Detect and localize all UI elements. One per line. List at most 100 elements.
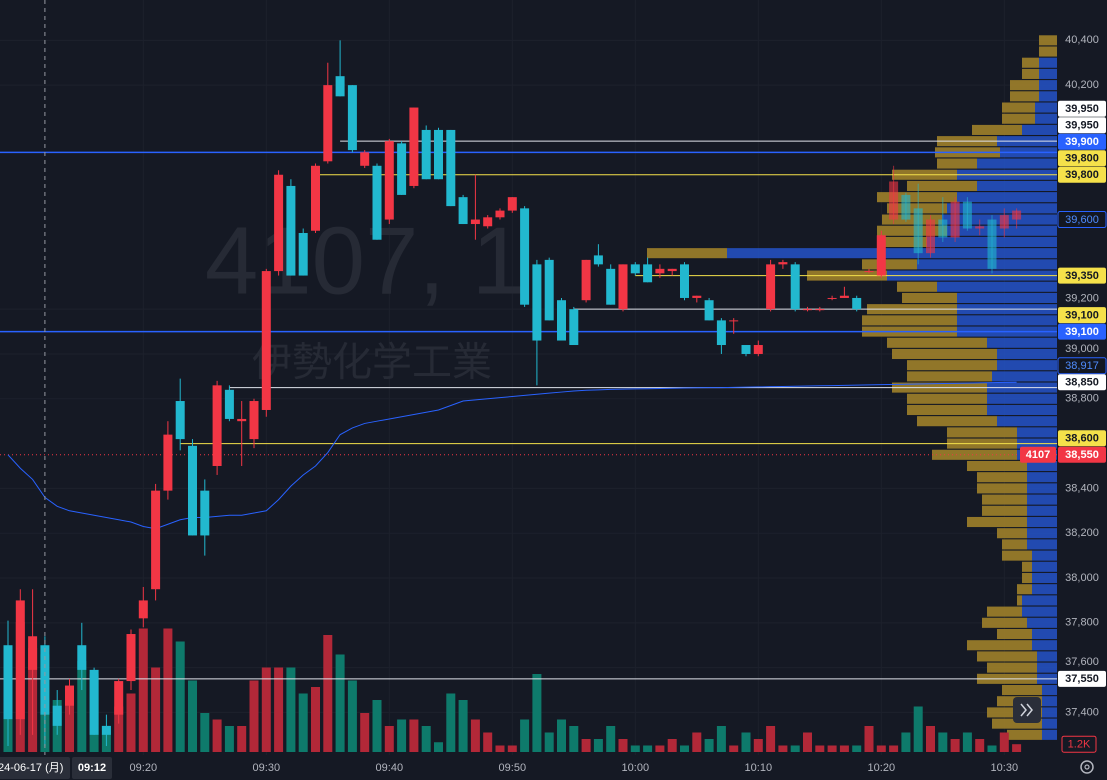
level-label-box <box>1058 374 1106 391</box>
candle-body <box>864 271 874 273</box>
candle-body <box>175 401 185 440</box>
vwap-line <box>7 381 1017 530</box>
volume-bar <box>65 687 74 752</box>
level-label-box <box>1057 357 1107 375</box>
profile-sell <box>982 617 1027 628</box>
profile-buy <box>997 348 1057 360</box>
candle-body <box>815 309 825 311</box>
candles <box>3 40 1022 747</box>
volume-bar <box>815 745 825 752</box>
profile-buy <box>1039 80 1057 91</box>
profile-sell <box>992 718 1042 729</box>
level-label: 37,550 <box>1065 673 1099 685</box>
profile-sell <box>937 158 977 169</box>
volume-bar <box>901 732 911 752</box>
scroll-button-bg[interactable] <box>1013 697 1041 723</box>
profile-sell <box>1017 595 1022 606</box>
candle-body <box>77 645 87 670</box>
candle-body <box>470 219 480 225</box>
settings-button[interactable] <box>1080 760 1094 774</box>
profile-buy <box>947 203 1057 214</box>
profile-sell <box>907 404 987 416</box>
profile-buy <box>1032 550 1057 561</box>
volume-bar <box>151 667 161 752</box>
profile-sell <box>877 225 947 236</box>
volume-bar <box>409 719 419 752</box>
candle-body <box>434 129 443 180</box>
settings-icon[interactable] <box>1080 760 1094 774</box>
y-tick-label: 37,400 <box>1065 706 1099 718</box>
volume-bar <box>335 654 345 752</box>
volume-bar <box>397 719 407 752</box>
profile-buy <box>957 315 1057 326</box>
profile-sell <box>967 460 1027 472</box>
candle-body <box>667 268 677 272</box>
profile-buy <box>1027 472 1057 483</box>
level-label: 39,950 <box>1065 103 1099 115</box>
candle-body <box>3 645 13 720</box>
profile-sell <box>1002 113 1035 124</box>
candle-body <box>311 165 320 231</box>
profile-buy <box>1042 729 1057 740</box>
watermark-name: 伊勢化学工業 <box>252 341 492 385</box>
candle-body <box>790 264 800 310</box>
y-tick-label: 39,000 <box>1065 343 1099 355</box>
y-tick-label: 38,200 <box>1065 527 1099 539</box>
x-tick-label: 09:20 <box>130 762 158 774</box>
profile-buy <box>992 371 1057 382</box>
level-label-box <box>1058 150 1106 167</box>
candle-body <box>114 681 124 715</box>
symbol-label-box <box>1020 446 1056 463</box>
scroll-button[interactable] <box>1013 697 1041 723</box>
volume-bar <box>569 726 579 752</box>
profile-buy <box>1035 113 1057 124</box>
volume-bar <box>520 719 530 752</box>
y-tick-label: 38,000 <box>1065 572 1099 584</box>
level-label-box <box>1058 133 1106 150</box>
candle-body <box>729 320 739 322</box>
volume-bar <box>803 732 812 752</box>
volume-bar <box>618 739 628 752</box>
profile-buy <box>997 416 1057 427</box>
candle-body <box>188 445 197 536</box>
candle-body <box>1012 210 1022 220</box>
volume-bar <box>360 713 370 752</box>
level-label: 39,800 <box>1065 153 1099 165</box>
candle-body <box>520 208 530 305</box>
volume-bar <box>778 745 788 752</box>
profile-buy <box>917 259 1057 270</box>
settings-icon-core[interactable] <box>1084 764 1090 770</box>
profile-sell <box>947 427 1017 438</box>
profile-sell <box>877 236 927 247</box>
vwap <box>7 381 1017 530</box>
candle-body <box>913 208 923 254</box>
profile-buy <box>1032 561 1057 572</box>
level-label: 38,917 <box>1065 360 1099 372</box>
candle-body <box>323 85 333 162</box>
volume-bar <box>495 745 505 752</box>
candle-body <box>532 264 542 341</box>
candle-body <box>766 264 776 310</box>
volume-bar <box>163 628 173 752</box>
candle-body <box>397 143 407 195</box>
volume-bar <box>852 745 862 752</box>
scroll-icon[interactable] <box>1020 703 1033 717</box>
candle-body <box>876 235 886 276</box>
level-label: 38,600 <box>1065 433 1099 445</box>
profile-sell <box>1022 561 1032 572</box>
volume-bar <box>470 719 480 752</box>
profile-buy <box>1027 617 1057 628</box>
level-label: 39,600 <box>1065 214 1099 226</box>
profile-sell <box>982 505 1027 516</box>
profile-sell <box>902 292 957 304</box>
candle-body <box>249 401 259 440</box>
profile-buy <box>1022 124 1057 135</box>
candle-body <box>803 309 812 311</box>
candle-body <box>298 232 308 276</box>
y-tick-label: 37,800 <box>1065 617 1099 629</box>
volume-bar <box>200 713 210 752</box>
date-label: 24-06-17 (月) <box>0 762 63 774</box>
candle-body <box>716 320 726 346</box>
volume-bar <box>643 745 653 752</box>
